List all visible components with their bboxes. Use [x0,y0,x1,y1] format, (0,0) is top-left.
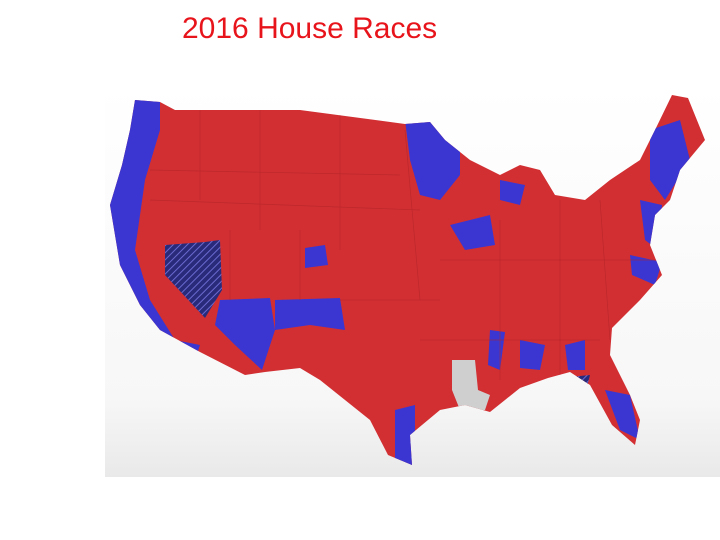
district-lines [149,110,660,380]
gray-area [452,360,490,410]
us-map [110,95,705,465]
hatched-area [165,240,222,318]
slide-title: 2016 House Races [182,12,438,45]
